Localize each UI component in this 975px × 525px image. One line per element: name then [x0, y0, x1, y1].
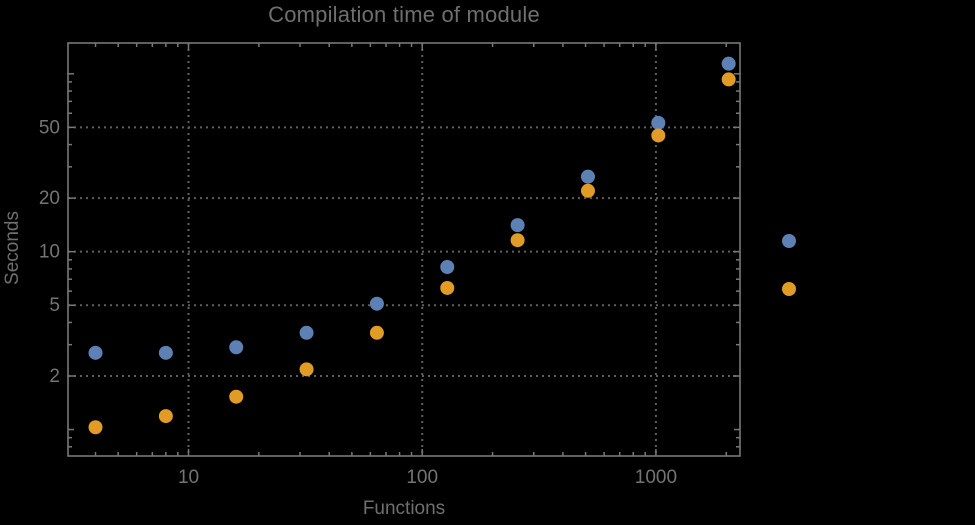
data-point-series-2-orange — [369, 325, 384, 340]
data-point-series-2-orange — [651, 128, 666, 143]
data-point-series-2-orange — [158, 409, 173, 424]
data-point-series-2-orange — [510, 233, 525, 248]
data-point-series-2-orange — [580, 183, 595, 198]
data-point-series-2-orange — [229, 389, 244, 404]
legend-marker-series-1-blue — [782, 234, 796, 248]
legend-marker-series-2-orange — [782, 282, 796, 296]
data-point-series-1-blue — [299, 325, 314, 340]
data-point-series-2-orange — [299, 362, 314, 377]
data-point-series-1-blue — [721, 56, 736, 71]
x-tick-label: 10 — [178, 467, 199, 488]
data-point-series-1-blue — [158, 345, 173, 360]
x-axis-label: Functions — [362, 498, 446, 519]
data-point-series-1-blue — [88, 345, 103, 360]
chart-title: Compilation time of module — [268, 2, 540, 27]
data-point-series-1-blue — [651, 115, 666, 130]
data-point-series-2-orange — [440, 280, 455, 295]
data-point-series-1-blue — [229, 340, 244, 355]
y-tick-label: 2 — [49, 366, 60, 387]
plot-frame — [67, 42, 741, 457]
data-point-series-2-orange — [88, 420, 103, 435]
data-point-series-1-blue — [580, 169, 595, 184]
y-tick-label: 10 — [39, 242, 60, 263]
data-point-series-2-orange — [721, 72, 736, 87]
y-tick-label: 50 — [39, 117, 60, 138]
y-axis-label: Seconds — [2, 211, 23, 285]
data-point-series-1-blue — [369, 296, 384, 311]
y-tick-label: 20 — [39, 188, 60, 209]
y-tick-label: 5 — [49, 295, 60, 316]
x-tick-label: 1000 — [635, 467, 677, 488]
x-tick-label: 100 — [406, 467, 438, 488]
data-point-series-1-blue — [510, 218, 525, 233]
data-point-series-1-blue — [440, 260, 455, 275]
